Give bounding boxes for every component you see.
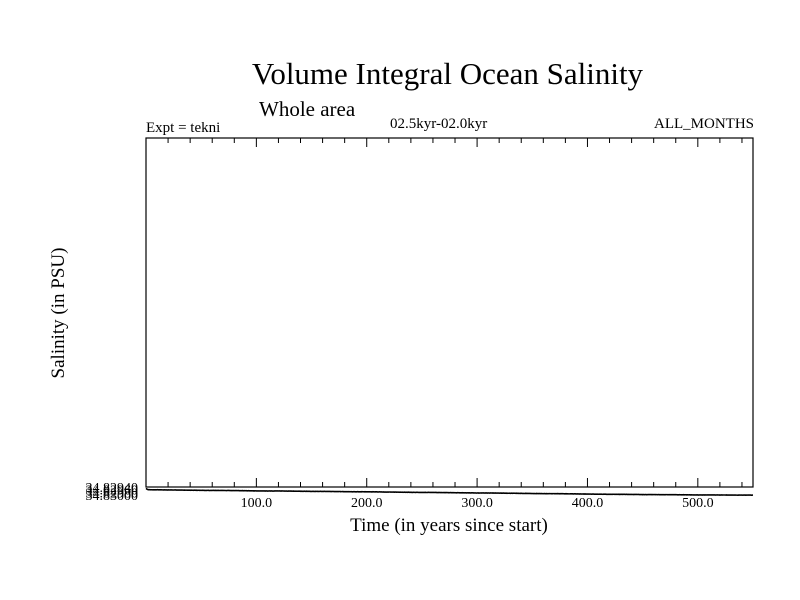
period-label: 02.5kyr-02.0kyr	[390, 116, 488, 132]
x-tick-label: 100.0	[241, 496, 273, 511]
plot-frame	[145, 137, 754, 488]
x-tick-label: 300.0	[461, 496, 493, 511]
salinity-series-line	[145, 487, 754, 497]
y-tick-label: 34.82960	[86, 484, 139, 499]
x-tick-label: 400.0	[572, 496, 604, 511]
x-tick-label: 500.0	[682, 496, 714, 511]
x-tick-label: 200.0	[351, 496, 383, 511]
experiment-label: Expt = tekni	[146, 120, 221, 136]
x-axis-label: Time (in years since start)	[350, 515, 548, 536]
y-tick-label: 34.82940	[86, 481, 139, 496]
months-label: ALL_MONTHS	[654, 116, 754, 132]
y-axis-label: Salinity (in PSU)	[48, 248, 69, 379]
axis-ticks	[145, 138, 743, 487]
y-tick-label: 34.82980	[86, 486, 139, 501]
chart-title: Volume Integral Ocean Salinity	[251, 56, 644, 91]
series-layer	[145, 487, 754, 497]
chart-subtitle: Whole area	[259, 97, 356, 121]
y-tick-label: 34.83000	[86, 489, 139, 504]
x-tick-labels: 100.0 200.0 300.0 400.0 500.0	[241, 496, 714, 511]
